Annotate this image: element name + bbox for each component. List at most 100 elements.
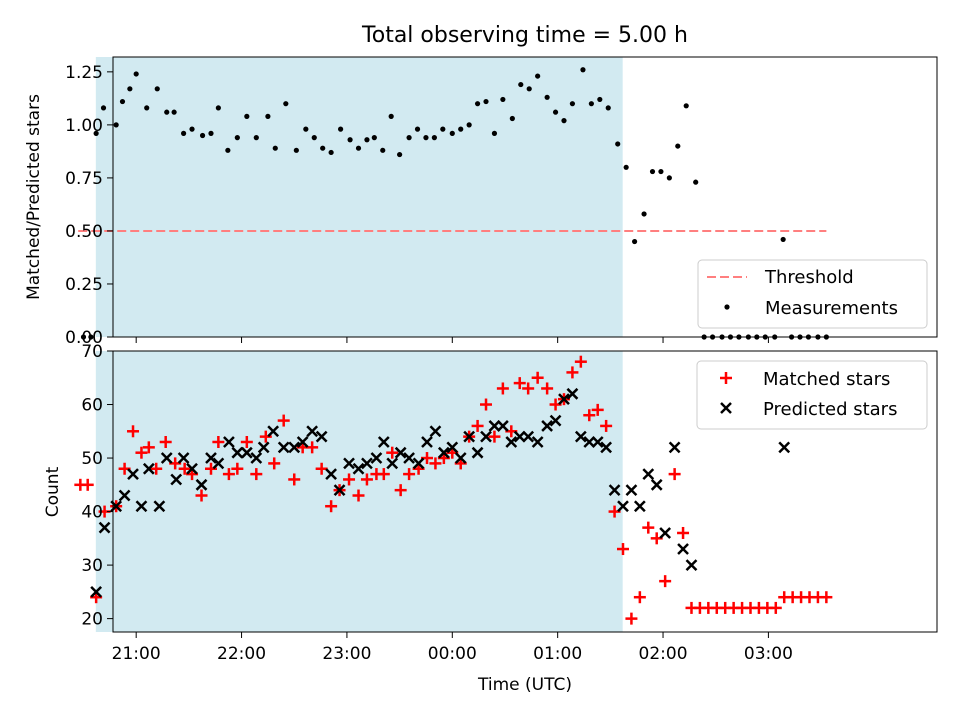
matched-star-point [159,435,172,448]
top-y-tick-label: 0.75 [65,169,103,189]
legend-measurements-label: Measurements [765,298,898,319]
measurement-point [518,81,524,88]
legend-predicted-swatch [720,402,732,414]
predicted-star-point [153,500,166,513]
predicted-star-point [352,462,365,475]
top-y-tick-label: 1.00 [65,116,103,136]
measurement-point [580,67,586,73]
predicted-star-point [463,430,476,443]
measurement-point [615,141,621,147]
measurement-point [780,236,786,243]
measurement-point [641,211,647,217]
matched-star-point [343,473,356,486]
predicted-star-point [496,420,509,432]
measurement-point [303,126,309,132]
matched-star-point [394,484,407,497]
measurement-point [397,151,403,158]
predicted-star-point [296,436,309,448]
matched-star-point [377,468,390,481]
predicted-star-point [421,436,433,448]
measurement-point [500,96,506,103]
predicted-star-point [160,452,173,464]
predicted-star-point [333,484,346,497]
matched-star-point [315,462,328,475]
bottom-x-axis-ticks: 21:00 22:00 23:00 00:00 01:00 02:00 03:00 [112,632,793,664]
predicted-star-point [306,425,319,438]
top-plot-frame [112,56,938,338]
bottom-y-tick-label: 70 [81,342,103,362]
predicted-star-point [608,484,621,497]
predicted-star-point [600,441,613,454]
predicted-star-point [685,559,698,571]
matched-star-point [820,591,833,604]
matched-star-point [277,414,290,427]
matched-star-point [522,382,535,395]
predicted-star-point [257,441,270,454]
measurement-point [371,135,377,141]
measurement-point [328,149,334,156]
matched-star-point [178,462,191,475]
measurement-point [127,86,133,92]
matched-star-point [496,382,509,395]
predicted-stars-series [90,387,791,598]
x-tick-label: 22:00 [217,644,266,664]
matched-star-point [195,489,208,502]
x-tick-label: 01:00 [533,644,582,664]
predicted-star-point [186,462,198,475]
measurement-point [440,126,446,132]
top-observing-window-shade [95,57,623,337]
bottom-y-tick-label: 40 [81,503,103,523]
measurement-point [526,86,532,92]
measurement-point [244,113,250,119]
bottom-panel: 20 30 40 50 60 70 21:00 22:00 23:00 00:00 01:00 02… [43,342,938,695]
measurement-point [171,109,177,115]
matched-star-point [616,543,629,556]
measurement-point [189,126,195,132]
matched-star-point [488,430,501,443]
predicted-star-point [650,478,663,491]
predicted-star-point [633,500,646,513]
legend-predicted-label: Predicted stars [763,399,897,420]
predicted-star-point [574,430,587,443]
predicted-star-point [642,468,655,480]
measurement-point [283,101,289,107]
matched-star-point [668,468,681,481]
predicted-star-point [240,446,253,459]
predicted-star-point [98,521,111,534]
matched-star-point [325,500,338,513]
predicted-star-point [454,452,467,464]
measurement-point [113,122,119,128]
top-y-tick-label: 0.00 [65,328,103,348]
matched-star-point [566,366,579,379]
measurement-point [93,130,99,136]
measurement-point [483,98,489,105]
matched-star-point [259,430,272,443]
predicted-star-point [177,452,190,464]
bottom-y-tick-label: 60 [81,396,103,416]
matched-star-point [386,446,399,459]
top-legend-box [697,259,928,329]
measurement-point [544,94,550,100]
matched-star-point [471,419,484,432]
predicted-star-point [195,478,208,491]
matched-star-point [591,403,604,416]
legend-measurements-swatch [724,304,730,310]
top-y-axis-label: Matched/Predicted stars [24,94,44,300]
matched-star-point [659,575,672,588]
matched-star-point [600,419,613,432]
measurement-point [164,109,170,115]
predicted-star-point [377,436,390,448]
matched-star-point [240,435,253,448]
matched-star-point [352,489,365,502]
matched-star-point [81,478,94,491]
predicted-star-point [446,441,459,454]
measurement-point [347,137,353,143]
x-tick-label: 03:00 [744,644,793,664]
measurement-point [272,145,278,151]
predicted-star-point [403,452,415,464]
predicted-star-point [212,457,225,470]
measurement-point [133,71,139,77]
measurement-point [458,126,464,132]
measurement-point [449,130,455,136]
